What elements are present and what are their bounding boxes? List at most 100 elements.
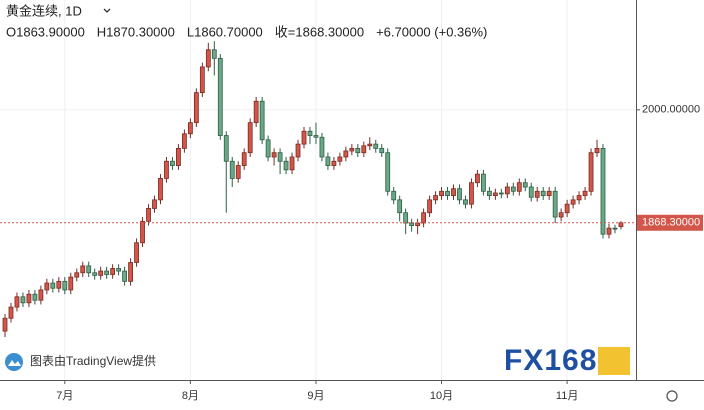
candle-body (534, 190, 540, 198)
candle-body (558, 212, 564, 218)
candle-body (187, 122, 193, 135)
candle-body (193, 92, 199, 124)
logo-highlight (598, 347, 630, 375)
candle-body (600, 147, 606, 235)
candle-body (283, 160, 289, 171)
x-tick-label: 8月 (182, 390, 199, 402)
candle-body (427, 199, 432, 214)
candle-body (170, 160, 175, 166)
candle-body (463, 199, 468, 205)
candle-body (14, 296, 20, 308)
candle-body (199, 66, 205, 94)
x-tick-label: 7月 (56, 390, 73, 402)
candle-body (552, 190, 558, 218)
candle-body (409, 222, 415, 226)
candle-body (253, 100, 259, 124)
candle-body (26, 293, 32, 304)
candle-body (44, 282, 50, 291)
candle-body (606, 227, 612, 235)
candle-body (32, 293, 38, 301)
grid (0, 0, 636, 380)
candle-body (223, 135, 229, 162)
candle-body (158, 178, 163, 201)
candle-body (594, 147, 600, 154)
candles (2, 41, 624, 338)
interval-chevron[interactable] (103, 8, 111, 13)
candle-body (68, 276, 74, 291)
candle-body (588, 152, 594, 192)
candle-body (38, 289, 44, 301)
candle-body (349, 147, 355, 152)
candle-body (522, 182, 528, 188)
candle-body (403, 212, 409, 224)
ohlc-value: 收=1868.30000 (275, 24, 364, 39)
logo: FX168 (504, 344, 597, 377)
x-tick-label: 11月 (556, 390, 578, 402)
candle-body (295, 143, 301, 158)
candle-body (319, 136, 325, 158)
candle-body (498, 192, 504, 195)
ohlc-value: L1860.70000 (187, 24, 263, 39)
candle-body (134, 242, 139, 263)
candle-body (271, 152, 277, 158)
candle-body (486, 190, 492, 196)
candle-body (140, 220, 145, 244)
candle-body (2, 317, 8, 332)
last-price-box (637, 214, 703, 231)
candle-body (62, 280, 68, 291)
watermark: 图表由TradingView提供 (30, 353, 156, 368)
ohlc-value: O1863.90000 (6, 24, 85, 39)
candle-body (181, 133, 187, 149)
x-tick-label: 9月 (307, 390, 324, 402)
ohlc-value: H1870.30000 (97, 24, 175, 39)
candle-body (582, 190, 588, 196)
candle-body (313, 135, 319, 138)
candle-body (301, 130, 307, 145)
last-price-label: 1868.30000 (642, 217, 700, 229)
candle-body (540, 190, 546, 196)
candle-body (612, 227, 618, 230)
ohlc-value: +6.70000 (+0.36%) (376, 24, 487, 39)
candle-body (50, 282, 56, 289)
candle-body (116, 268, 122, 272)
candle-body (128, 262, 133, 282)
candle-body (331, 160, 337, 166)
candle-body (241, 152, 247, 166)
candle-body (259, 100, 265, 141)
candle-body (397, 199, 403, 214)
candle-body (379, 147, 385, 154)
candle-body (421, 212, 427, 224)
candle-body (110, 268, 116, 275)
candle-body (98, 270, 104, 276)
candle-body (475, 173, 480, 184)
candle-body (469, 182, 474, 205)
candle-body (337, 156, 343, 162)
candle-body (504, 186, 510, 195)
tv-logo-glyph (8, 360, 21, 366)
candle-body (56, 280, 62, 289)
candle-body (176, 147, 181, 166)
candle-body (74, 272, 80, 278)
candle-body (247, 122, 253, 154)
candle-body (307, 130, 313, 136)
candle-body (528, 186, 534, 198)
candle-body (146, 208, 151, 222)
candle-body (492, 192, 498, 196)
candle-body (92, 272, 98, 276)
candle-body (570, 199, 576, 205)
candle-body (361, 145, 367, 154)
candle-body (355, 147, 361, 154)
settings-icon[interactable] (666, 390, 678, 402)
candle-body (104, 270, 110, 275)
candle-body (20, 296, 26, 304)
candle-body (367, 143, 373, 147)
candle-body (8, 306, 14, 319)
candle-body (433, 195, 438, 201)
candle-body (439, 190, 444, 196)
candle-body (618, 222, 624, 227)
candle-body (277, 152, 283, 162)
tv-logo (5, 353, 23, 371)
candle-body (546, 190, 552, 196)
candle-body (480, 173, 486, 192)
